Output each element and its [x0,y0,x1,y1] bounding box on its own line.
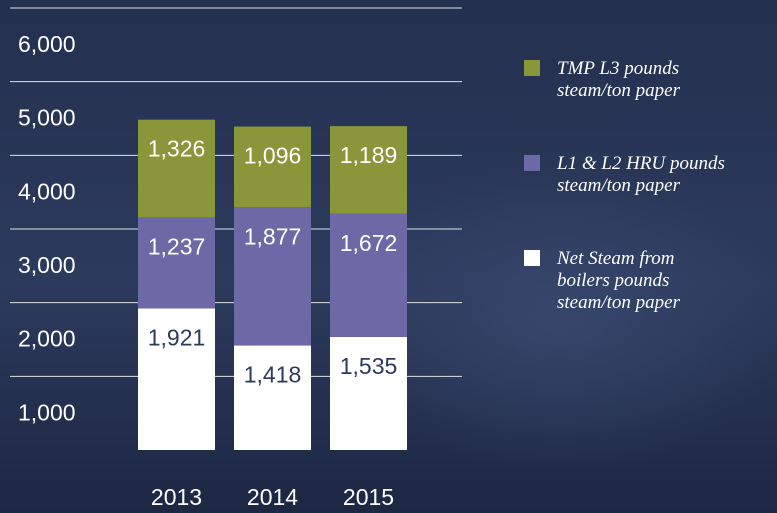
value-label: 1,326 [148,136,206,162]
legend-label-line: steam/ton paper [557,175,681,196]
value-label: 1,921 [148,324,206,350]
value-label: 1,237 [148,233,206,259]
x-tick-label: 2013 [151,484,202,510]
y-tick-label: 1,000 [18,399,76,425]
legend-label-line: steam/ton paper [557,292,681,313]
y-tick-label: 5,000 [18,105,76,131]
legend-label-line: steam/ton paper [557,80,681,101]
bar-segment [138,217,215,308]
legend-swatch [524,155,540,171]
y-tick-label: 2,000 [18,326,76,352]
x-tick-label: 2015 [343,484,394,510]
value-label: 1,189 [340,142,398,168]
legend-swatch [524,60,540,76]
value-label: 1,418 [244,362,302,388]
legend-label-line: boilers pounds [557,270,669,291]
x-tick-label: 2014 [247,484,298,510]
chart: 1,000 2,000 3,000 4,000 5,000 6,000 1,921 1,237… [0,0,777,513]
legend-swatch [524,250,540,266]
value-label: 1,672 [340,230,398,256]
value-label: 1,535 [340,353,398,379]
legend-label-line: TMP L3 pounds [557,58,679,79]
value-label: 1,877 [244,223,302,249]
legend-label-line: Net Steam from [556,248,675,269]
value-label: 1,096 [244,143,302,169]
bar-segment [138,120,215,218]
page: 1,000 2,000 3,000 4,000 5,000 6,000 1,921 1,237… [0,0,777,513]
y-tick-label: 3,000 [18,252,76,278]
y-tick-label: 6,000 [18,31,76,57]
y-tick-label: 4,000 [18,178,76,204]
bar-segment [330,126,407,214]
legend-label-line: L1 & L2 HRU pounds [556,153,725,174]
